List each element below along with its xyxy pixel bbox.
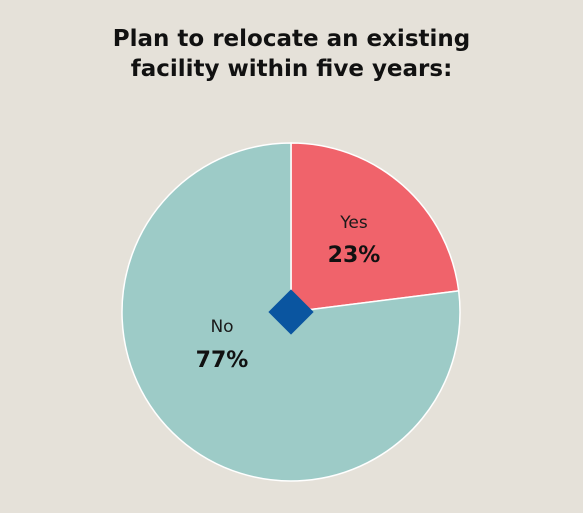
chart-title: Plan to relocate an existing facility wi… bbox=[0, 24, 583, 84]
slice-label-yes-group: Yes 23% bbox=[328, 213, 381, 268]
pie-slices bbox=[121, 142, 461, 482]
slice-value-yes: 23% bbox=[328, 243, 381, 268]
slice-value-no: 77% bbox=[196, 348, 249, 373]
chart-title-line-1: Plan to relocate an existing bbox=[112, 26, 471, 52]
chart-title-line-2: facility within five years: bbox=[130, 56, 453, 82]
slice-label-no: No bbox=[210, 317, 233, 337]
slice-label-yes: Yes bbox=[339, 213, 368, 233]
pie-slice-yes bbox=[290, 142, 460, 313]
pie-slice-no bbox=[121, 142, 461, 482]
slice-label-no-group: No 77% bbox=[196, 317, 249, 373]
